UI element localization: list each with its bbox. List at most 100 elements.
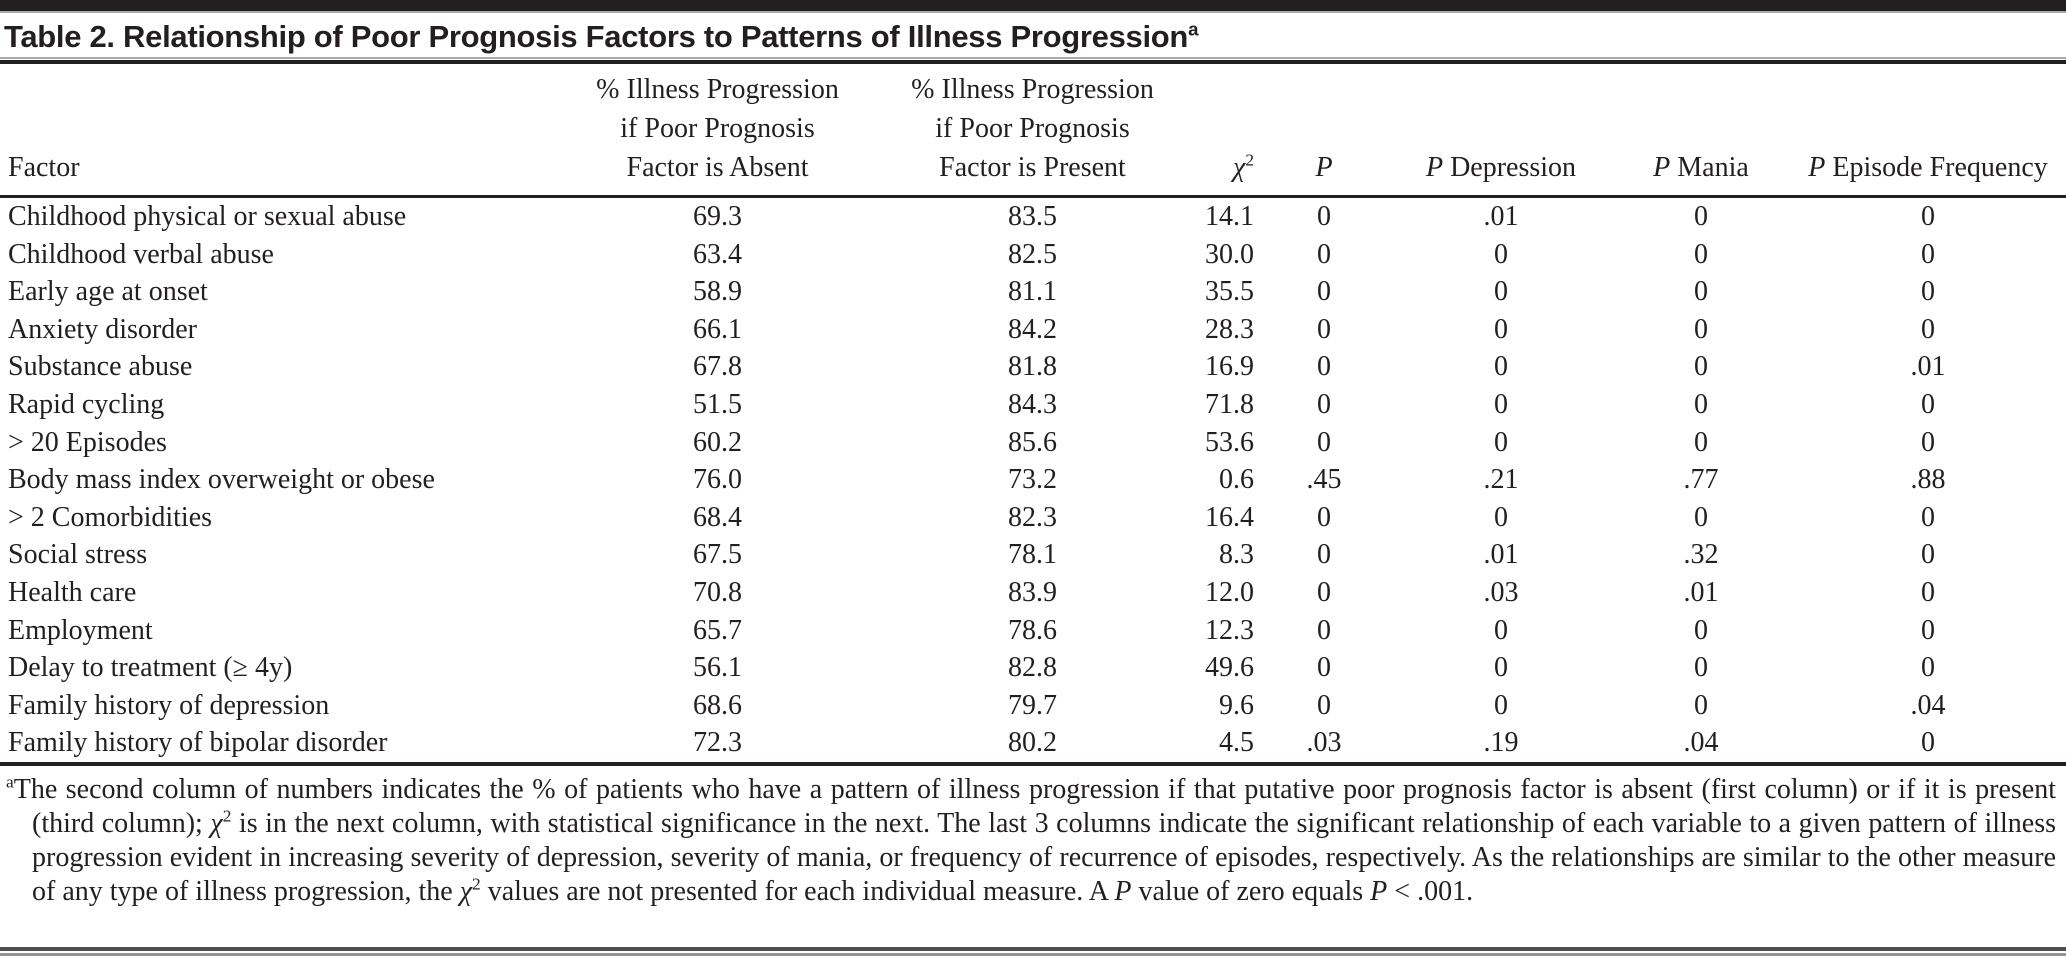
cell-pct_absent: 66.1 <box>693 313 742 345</box>
cell-factor: > 20 Episodes <box>8 426 167 458</box>
table-row: Employment 65.7 78.6 12.3 0 0 0 0 <box>0 612 2066 650</box>
cell-chi_square: 9.6 <box>1219 689 1254 721</box>
cell-p_mania: 0 <box>1694 276 1708 308</box>
cell-p: .45 <box>1306 464 1342 496</box>
cell-pct_present: 78.6 <box>1008 614 1057 646</box>
cell-chi_square: 35.5 <box>1205 276 1254 308</box>
top-rule <box>0 0 2066 13</box>
cell-p_depression: .03 <box>1483 576 1519 608</box>
cell-p: 0 <box>1317 388 1331 420</box>
table-title-text: Table 2. Relationship of Poor Prognosis … <box>4 19 1189 54</box>
cell-p_mania: 0 <box>1694 201 1708 232</box>
table-title: Table 2. Relationship of Poor Prognosis … <box>0 13 2066 57</box>
cell-pct_absent: 58.9 <box>693 276 742 308</box>
cell-factor: Childhood physical or sexual abuse <box>8 201 407 232</box>
cell-p_mania: 0 <box>1694 388 1708 420</box>
cell-pct_absent: 69.3 <box>693 201 742 232</box>
table-row: Delay to treatment (≥ 4y) 56.1 82.8 49.6 0 0 0… <box>0 649 2066 687</box>
cell-pct_present: 81.1 <box>1008 276 1057 308</box>
cell-p_mania: 0 <box>1694 689 1708 721</box>
table-bottom-rule <box>0 761 2066 766</box>
cell-p_mania: .77 <box>1683 464 1719 496</box>
column-header-pct_absent: % Illness Progression if Poor Prognosis … <box>560 64 875 198</box>
cell-factor: Substance abuse <box>8 351 193 383</box>
cell-pct_present: 73.2 <box>1008 464 1057 496</box>
prognosis-table: Factor% Illness Progression if Poor Prog… <box>0 64 2066 762</box>
cell-p_episode_frequency: 0 <box>1921 576 1935 608</box>
cell-p_depression: .19 <box>1483 727 1519 759</box>
cell-factor: > 2 Comorbidities <box>8 501 213 533</box>
table-row: Substance abuse 67.8 81.8 16.9 0 0 0 .01 <box>0 348 2066 386</box>
cell-p_episode_frequency: 0 <box>1921 238 1935 270</box>
table-row: > 2 Comorbidities 68.4 82.3 16.4 0 0 0 0 <box>0 499 2066 537</box>
cell-factor: Delay to treatment (≥ 4y) <box>8 652 293 684</box>
cell-pct_absent: 51.5 <box>693 388 742 420</box>
page-bottom-rule-light <box>0 953 2066 956</box>
cell-p_depression: .01 <box>1483 539 1519 571</box>
cell-p_mania: 0 <box>1694 652 1708 684</box>
cell-p_depression: 0 <box>1494 426 1508 458</box>
cell-p_mania: 0 <box>1694 351 1708 383</box>
cell-p_mania: 0 <box>1694 238 1708 270</box>
cell-chi_square: 0.6 <box>1219 464 1254 496</box>
cell-chi_square: 16.4 <box>1205 501 1254 533</box>
cell-factor: Anxiety disorder <box>8 313 197 345</box>
table-row: Anxiety disorder 66.1 84.2 28.3 0 0 0 0 <box>0 311 2066 349</box>
cell-pct_present: 81.8 <box>1008 351 1057 383</box>
cell-p_episode_frequency: 0 <box>1921 426 1935 458</box>
cell-p_depression: .21 <box>1483 464 1519 496</box>
cell-p_mania: 0 <box>1694 426 1708 458</box>
cell-p: 0 <box>1317 501 1331 533</box>
cell-p_mania: 0 <box>1694 614 1708 646</box>
table-row: Early age at onset 58.9 81.1 35.5 0 0 0 0 <box>0 273 2066 311</box>
cell-p_mania: 0 <box>1694 501 1708 533</box>
cell-chi_square: 14.1 <box>1205 201 1254 232</box>
column-header-factor: Factor <box>0 64 560 198</box>
cell-pct_absent: 68.6 <box>693 689 742 721</box>
cell-factor: Body mass index overweight or obese <box>8 464 435 496</box>
cell-chi_square: 49.6 <box>1205 652 1254 684</box>
header-row: Factor% Illness Progression if Poor Prog… <box>0 64 2066 198</box>
cell-p: 0 <box>1317 652 1331 684</box>
column-header-pct_present: % Illness Progression if Poor Prognosis … <box>875 64 1190 198</box>
cell-factor: Social stress <box>8 539 148 571</box>
cell-p_episode_frequency: 0 <box>1921 313 1935 345</box>
table-header: Factor% Illness Progression if Poor Prog… <box>0 64 2066 198</box>
table-title-footnote-marker: a <box>1188 18 1199 40</box>
cell-p: 0 <box>1317 689 1331 721</box>
cell-pct_present: 84.2 <box>1008 313 1057 345</box>
table-row: Family history of depression 68.6 79.7 9.6 0… <box>0 687 2066 725</box>
cell-pct_present: 78.1 <box>1008 539 1057 571</box>
cell-chi_square: 53.6 <box>1205 426 1254 458</box>
table-row: Health care 70.8 83.9 12.0 0 .03 .01 0 <box>0 574 2066 612</box>
cell-pct_absent: 70.8 <box>693 576 742 608</box>
table-row: Rapid cycling 51.5 84.3 71.8 0 0 0 0 <box>0 386 2066 424</box>
cell-p_episode_frequency: 0 <box>1921 652 1935 684</box>
cell-pct_present: 80.2 <box>1008 727 1057 759</box>
cell-p_episode_frequency: 0 <box>1921 614 1935 646</box>
page-bottom-rule <box>0 947 2066 956</box>
cell-p_episode_frequency: 0 <box>1921 201 1935 232</box>
table-row: Childhood physical or sexual abuse 69.3 83… <box>0 197 2066 236</box>
cell-p_depression: 0 <box>1494 238 1508 270</box>
cell-p_depression: .01 <box>1483 201 1519 232</box>
cell-pct_present: 85.6 <box>1008 426 1057 458</box>
cell-pct_absent: 65.7 <box>693 614 742 646</box>
column-header-p: P <box>1258 64 1390 198</box>
column-header-p_depression: P Depression <box>1390 64 1612 198</box>
cell-p_mania: .04 <box>1683 727 1719 759</box>
cell-pct_present: 83.5 <box>1008 201 1057 232</box>
cell-p_depression: 0 <box>1494 689 1508 721</box>
cell-p_episode_frequency: 0 <box>1921 276 1935 308</box>
column-header-p_episode_frequency: P Episode Frequency <box>1790 64 2066 198</box>
table-row: Social stress 67.5 78.1 8.3 0 .01 .32 0 <box>0 536 2066 574</box>
cell-chi_square: 71.8 <box>1205 388 1254 420</box>
cell-p_episode_frequency: .88 <box>1910 464 1946 496</box>
cell-factor: Family history of bipolar disorder <box>8 727 388 759</box>
cell-factor: Rapid cycling <box>8 388 165 420</box>
cell-p_depression: 0 <box>1494 313 1508 345</box>
page-bottom-rule-dark <box>0 947 2066 951</box>
cell-pct_absent: 72.3 <box>693 727 742 759</box>
cell-p: 0 <box>1317 351 1331 383</box>
